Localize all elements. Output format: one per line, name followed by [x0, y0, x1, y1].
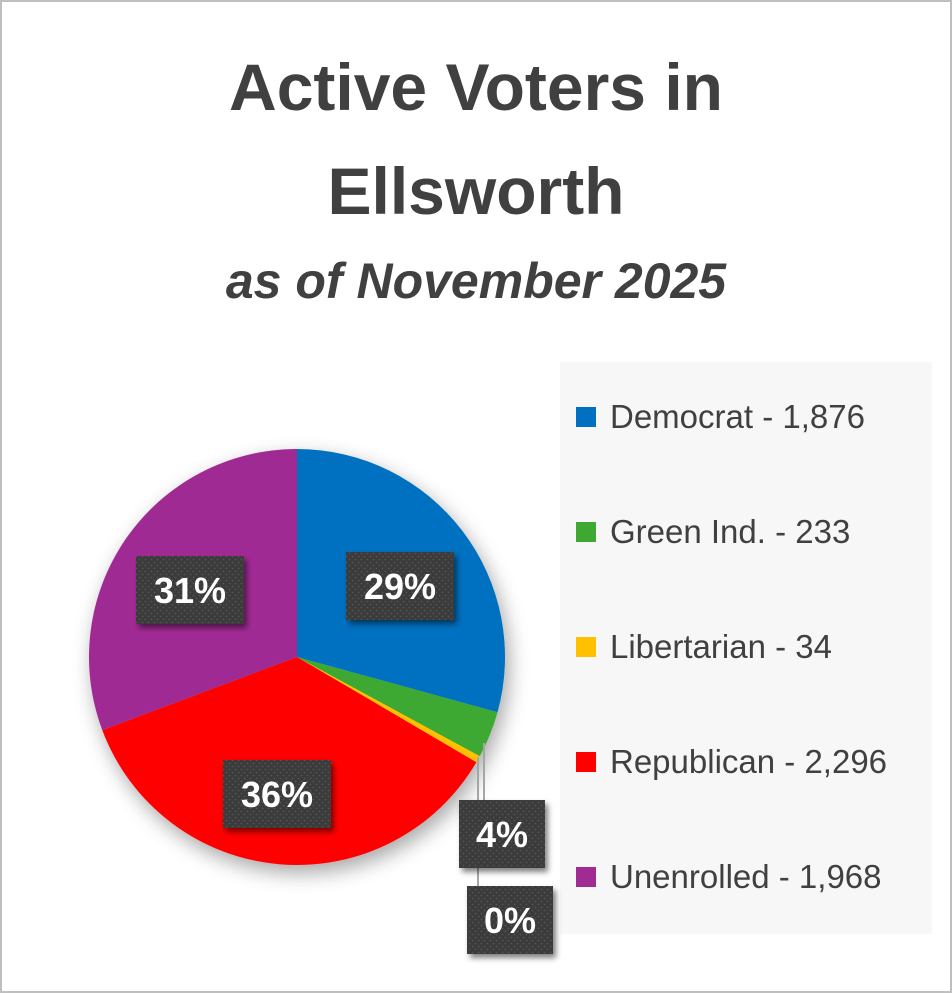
pie-slice-libertarian [297, 657, 480, 763]
data-label-text-unenrolled: 31% [154, 570, 226, 611]
data-label-text-democrat: 29% [364, 566, 436, 607]
data-label-box-unenrolled [136, 556, 244, 624]
legend-item-democrat: Democrat - 1,876 [576, 397, 865, 437]
legend-item-republican: Republican - 2,296 [576, 742, 887, 782]
legend-swatch-democrat [576, 407, 596, 427]
pie-slice-green-ind [297, 657, 498, 757]
legend-swatch-libertarian [576, 637, 596, 657]
data-label-unenrolled: 31% [136, 556, 244, 624]
data-label-text-libertarian: 0% [484, 900, 536, 941]
legend-label-green-ind: Green Ind. - 233 [610, 513, 851, 550]
legend-item-green-ind: Green Ind. - 233 [576, 512, 850, 552]
legend-label-republican: Republican - 2,296 [610, 743, 888, 780]
data-label-text-green-ind: 4% [476, 814, 528, 855]
legend-label-unenrolled: Unenrolled - 1,968 [610, 858, 882, 895]
chart-title-line-2: Ellsworth [327, 154, 625, 228]
data-label-libertarian: 0% [467, 886, 553, 954]
legend-swatch-green-ind [576, 522, 596, 542]
legend [560, 362, 932, 934]
data-label-green-ind: 4% [459, 800, 545, 868]
data-label-democrat: 29% [346, 552, 454, 620]
legend-label-democrat: Democrat - 1,876 [610, 398, 865, 435]
chart-title-line-1: Active Voters in [229, 50, 723, 124]
legend-label-libertarian: Libertarian - 34 [610, 628, 832, 665]
legend-swatch-republican [576, 752, 596, 772]
data-label-box-democrat [346, 552, 454, 620]
data-label-box-green-ind [459, 800, 545, 868]
legend-item-unenrolled: Unenrolled - 1,968 [576, 857, 882, 897]
data-label-text-republican: 36% [241, 774, 313, 815]
data-label-box-libertarian [467, 886, 553, 954]
legend-swatch-unenrolled [576, 867, 596, 887]
data-labels: 29% 4% 0% 36% 31% [136, 552, 553, 954]
chart-subtitle: as of November 2025 [225, 253, 727, 309]
legend-item-libertarian: Libertarian - 34 [576, 627, 832, 667]
data-label-republican: 36% [223, 760, 331, 828]
data-label-box-republican [223, 760, 331, 828]
